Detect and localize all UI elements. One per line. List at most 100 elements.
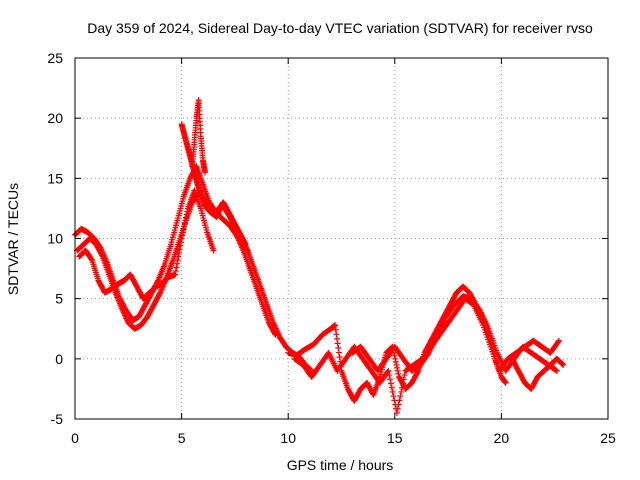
data-point: [399, 384, 406, 391]
series-9: [509, 355, 567, 392]
x-tick-label: 25: [600, 430, 616, 446]
y-tick-label: 5: [55, 291, 63, 307]
data-point: [179, 229, 186, 236]
data-point: [272, 331, 279, 338]
y-tick-label: -5: [51, 411, 64, 427]
y-tick-label: 0: [55, 351, 63, 367]
data-point: [393, 361, 400, 368]
grid-layer: [75, 58, 608, 419]
series-4: [178, 121, 249, 248]
data-point: [552, 367, 559, 374]
data-point: [400, 376, 407, 383]
data-point: [397, 393, 404, 400]
data-point: [183, 214, 190, 221]
data-point: [179, 232, 186, 239]
data-point: [558, 360, 565, 367]
data-point: [156, 290, 163, 297]
data-point: [172, 267, 179, 274]
data-point: [555, 338, 562, 345]
data-point: [398, 388, 405, 395]
data-point: [333, 331, 340, 338]
data-point: [172, 271, 179, 278]
data-point: [553, 367, 560, 374]
data-point: [175, 253, 182, 260]
data-point: [384, 369, 391, 376]
data-point: [396, 397, 403, 404]
data-point: [387, 380, 394, 387]
data-point: [391, 352, 398, 359]
data-point: [88, 256, 95, 263]
data-point: [502, 379, 509, 386]
data-point: [393, 409, 400, 416]
data-point: [174, 257, 181, 264]
data-point: [399, 380, 406, 387]
series-3: [76, 187, 217, 302]
y-tick-label: 10: [47, 231, 63, 247]
data-point: [559, 361, 566, 368]
x-tick-label: 20: [494, 430, 510, 446]
data-point: [334, 340, 341, 347]
y-tick-label: 15: [47, 170, 63, 186]
data-point: [387, 376, 394, 383]
data-point: [180, 226, 187, 233]
y-axis-label: SDTVAR / TECUs: [5, 183, 21, 295]
data-point: [335, 349, 342, 356]
data-point: [425, 351, 432, 358]
data-point: [385, 367, 392, 374]
data-point: [394, 405, 401, 412]
data-point: [335, 345, 342, 352]
series-5: [189, 97, 209, 176]
data-point: [392, 355, 399, 362]
data-point: [173, 264, 180, 271]
data-point: [386, 372, 393, 379]
x-tick-label: 10: [280, 430, 296, 446]
data-point: [181, 220, 188, 227]
data-point: [271, 330, 278, 337]
data-point: [210, 247, 217, 254]
data-point: [395, 401, 402, 408]
x-tick-label: 15: [387, 430, 403, 446]
data-point: [334, 335, 341, 342]
data-point: [560, 361, 567, 368]
plot-frame: [74, 57, 609, 420]
data-point: [177, 239, 184, 246]
data-point: [242, 241, 249, 248]
data-point: [181, 223, 188, 230]
y-tick-label: 25: [47, 50, 63, 66]
chart-title: Day 359 of 2024, Sidereal Day-to-day VTE…: [87, 20, 593, 36]
data-point: [332, 326, 339, 333]
data-point: [182, 217, 189, 224]
x-tick-label: 5: [178, 430, 186, 446]
data-point: [394, 367, 401, 374]
data-point: [202, 169, 209, 176]
data-point: [476, 306, 483, 313]
data-point: [332, 322, 339, 329]
data-point: [184, 208, 191, 215]
y-tick-label: 20: [47, 110, 63, 126]
data-point: [389, 388, 396, 395]
series-7: [291, 295, 562, 416]
data-point: [99, 252, 106, 259]
data-point: [183, 211, 190, 218]
data-point: [390, 393, 397, 400]
tick-layer: 0 5 10 15 20 25 -5 0 5 10 15 20 25: [47, 50, 616, 446]
x-axis-label: GPS time / hours: [287, 457, 394, 473]
data-point: [392, 358, 399, 365]
data-point: [174, 260, 181, 267]
data-point: [414, 369, 421, 376]
data-layer: [72, 97, 567, 416]
data-point: [176, 246, 183, 253]
data-point: [555, 337, 562, 344]
data-point: [176, 249, 183, 256]
data-point: [391, 397, 398, 404]
data-point: [336, 354, 343, 361]
data-point: [395, 370, 402, 377]
data-point: [177, 242, 184, 249]
data-point: [388, 384, 395, 391]
data-point: [394, 364, 401, 371]
data-point: [178, 235, 185, 242]
x-tick-label: 0: [71, 430, 79, 446]
data-point: [401, 372, 408, 379]
